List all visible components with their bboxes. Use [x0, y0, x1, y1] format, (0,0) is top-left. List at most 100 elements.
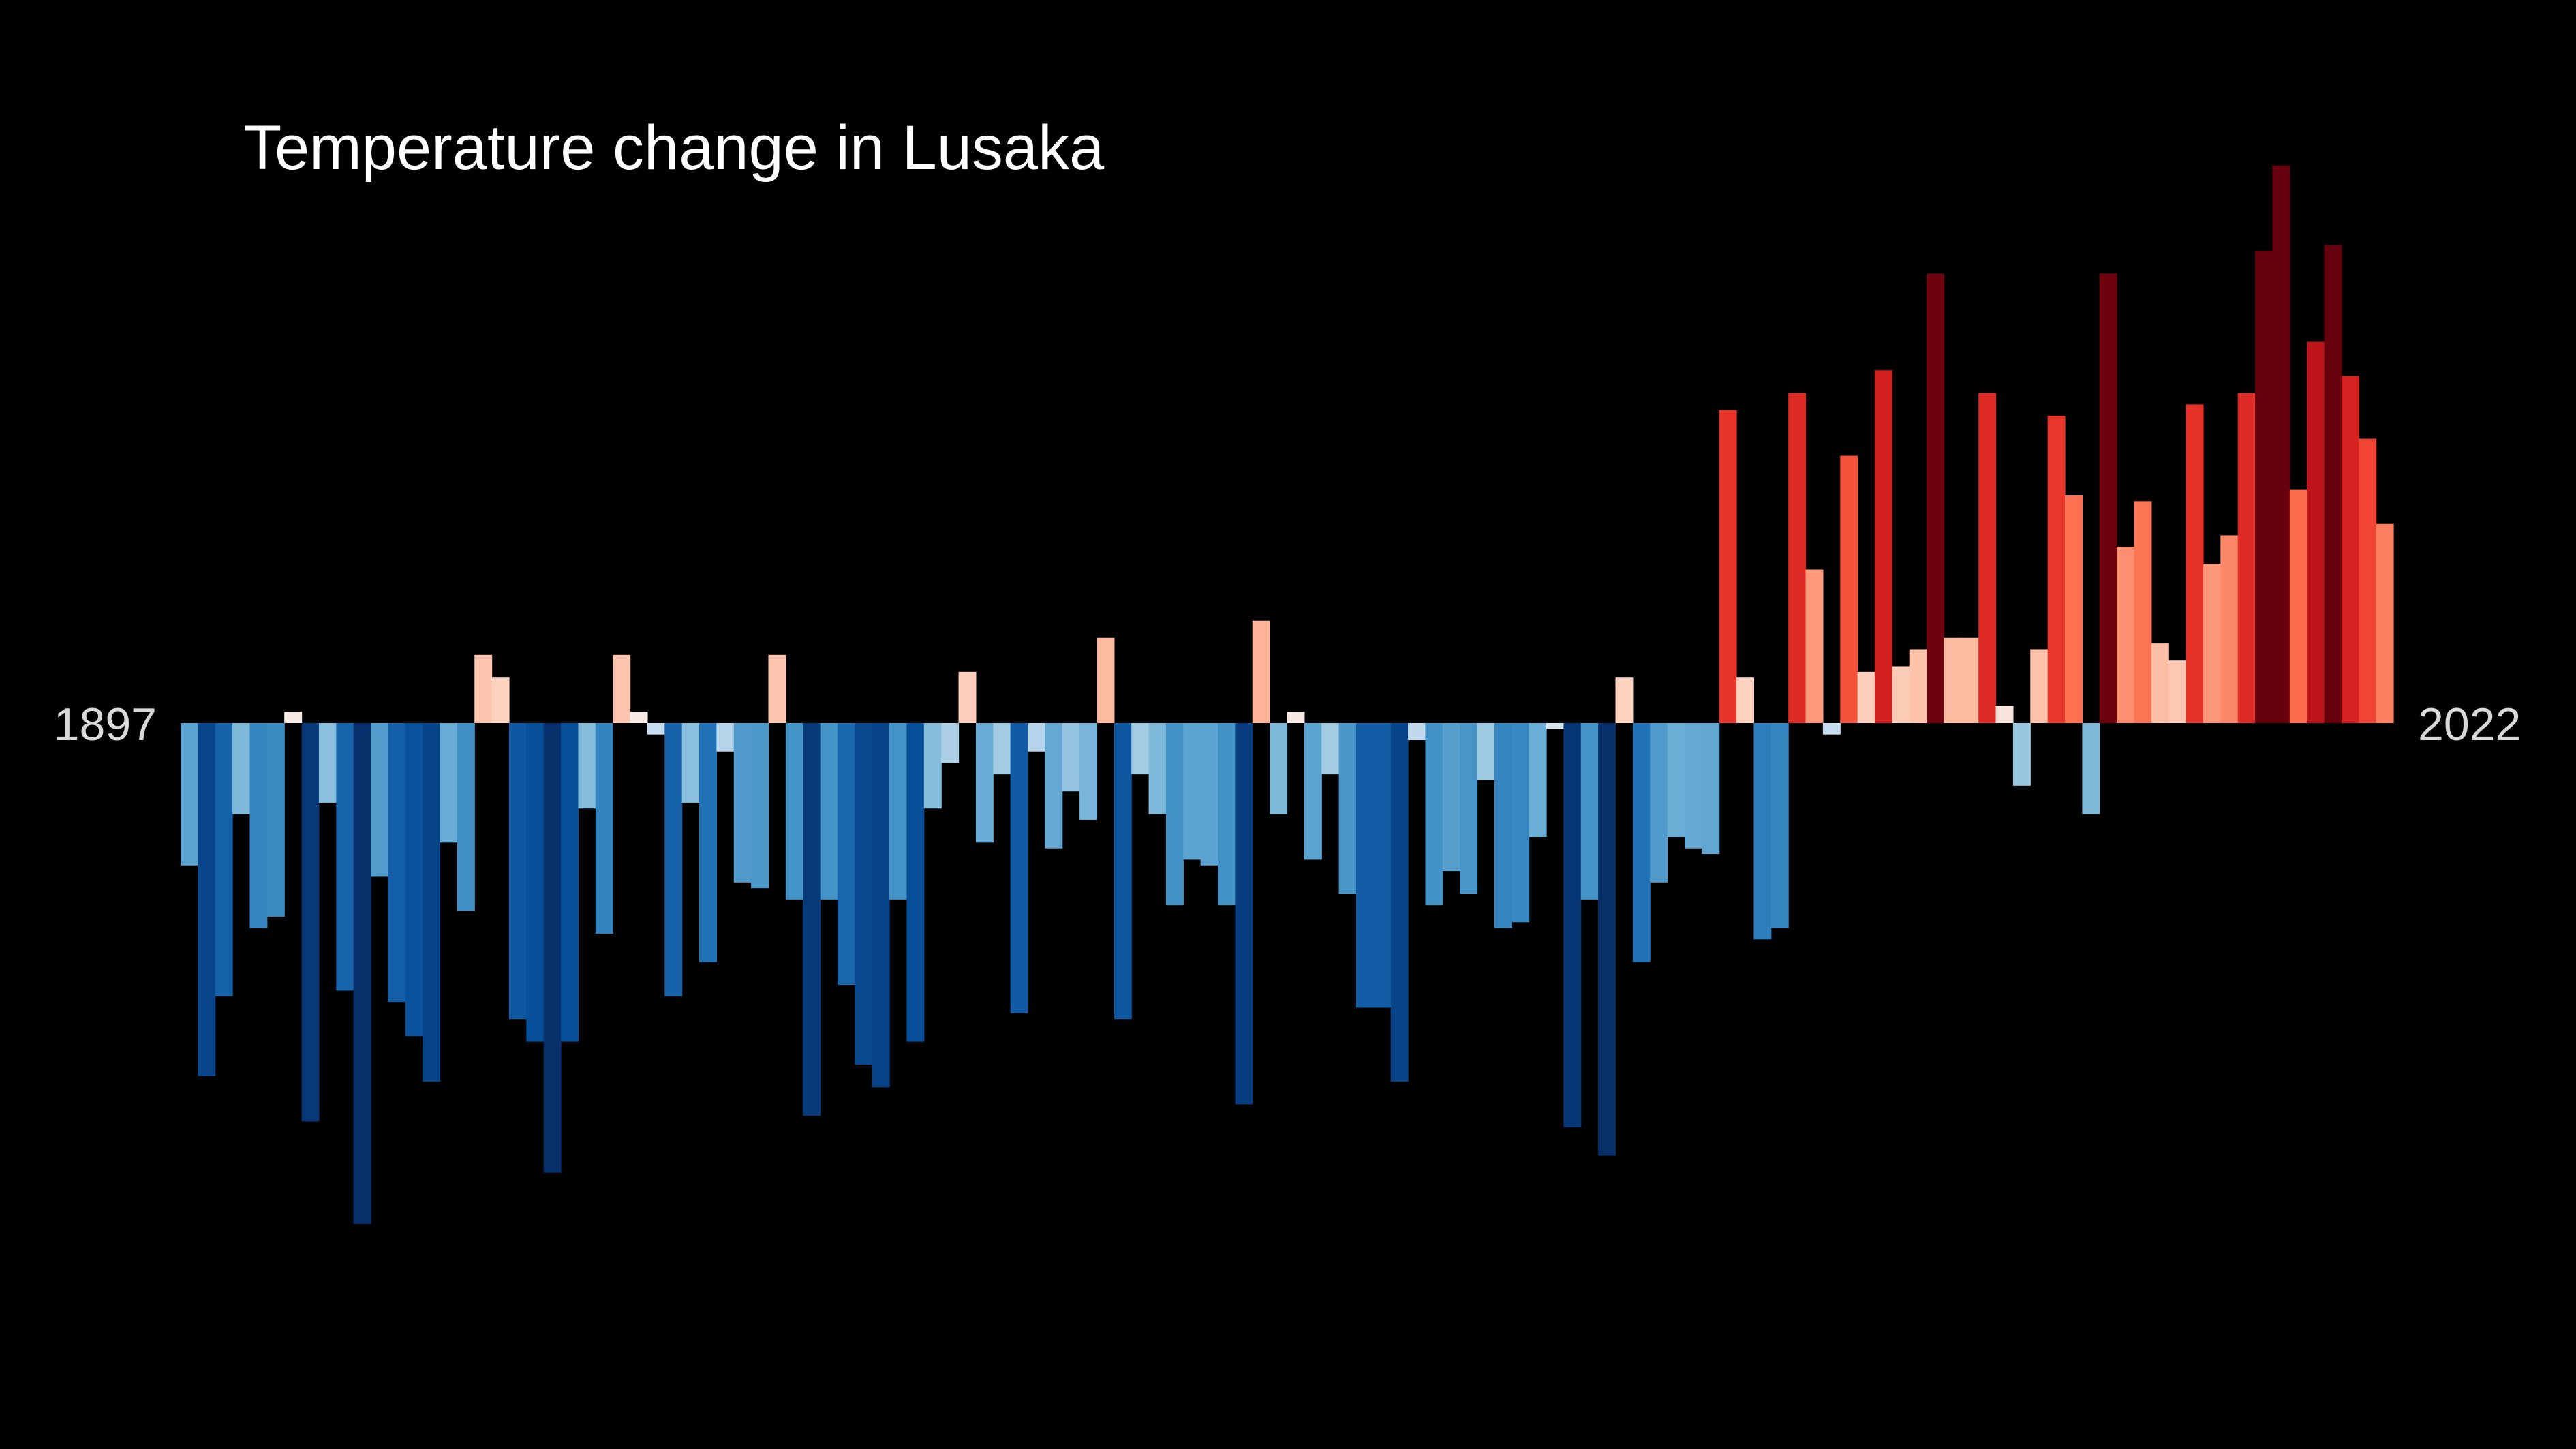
bar-1932	[785, 723, 803, 900]
bar-1975	[1529, 723, 1547, 837]
bar-1938	[889, 723, 908, 900]
bar-1963	[1321, 723, 1340, 775]
bar-1933	[803, 723, 821, 1116]
bar-1931	[768, 654, 786, 723]
bar-1900	[232, 723, 251, 814]
bar-1899	[215, 723, 233, 996]
bar-1910	[405, 723, 423, 1037]
bar-1906	[336, 723, 354, 991]
bar-2006	[2065, 495, 2083, 723]
bar-1962	[1304, 723, 1322, 860]
bar-1982	[1650, 723, 1668, 883]
bar-1996	[1892, 666, 1910, 723]
bar-1948	[1062, 723, 1080, 792]
bar-1977	[1563, 723, 1582, 1127]
bar-1966	[1373, 723, 1392, 1008]
bar-1990	[1788, 393, 1807, 723]
bar-1981	[1632, 723, 1651, 962]
bar-1964	[1338, 723, 1357, 894]
bar-2016	[2237, 393, 2256, 723]
bar-1945	[1010, 723, 1028, 1013]
bar-2023	[2359, 438, 2377, 723]
bar-1980	[1615, 677, 1634, 723]
bar-1951	[1114, 723, 1132, 1020]
bar-1965	[1355, 723, 1374, 1008]
bar-1925	[664, 723, 683, 996]
bar-2005	[2047, 416, 2066, 723]
bar-1952	[1131, 723, 1150, 775]
bar-2019	[2289, 489, 2307, 723]
bar-1903	[284, 712, 303, 723]
bar-1909	[388, 723, 406, 1003]
bar-1912	[440, 723, 458, 843]
bar-1968	[1408, 723, 1426, 741]
bar-1969	[1425, 723, 1443, 906]
bar-1935	[837, 723, 855, 986]
bar-1921	[595, 723, 613, 934]
bar-1987	[1736, 677, 1755, 723]
bar-1908	[371, 723, 389, 877]
bar-1997	[1909, 649, 1927, 723]
bar-1922	[613, 654, 631, 723]
bar-1985	[1702, 723, 1720, 855]
bar-2012	[2168, 660, 2187, 723]
bar-2015	[2220, 535, 2239, 723]
bar-2014	[2203, 564, 2221, 723]
bar-1988	[1753, 723, 1772, 940]
bar-1972	[1477, 723, 1495, 780]
bar-2021	[2324, 245, 2342, 724]
bar-1960	[1270, 723, 1288, 814]
bar-1942	[958, 671, 977, 723]
bar-1898	[198, 723, 216, 1076]
bar-1957	[1218, 723, 1236, 906]
bar-1918	[543, 723, 562, 1173]
bar-1911	[423, 723, 441, 1082]
bar-1986	[1719, 410, 1737, 723]
bar-1924	[647, 723, 665, 735]
bar-1904	[301, 723, 320, 1122]
bar-1953	[1148, 723, 1167, 814]
bar-1930	[751, 723, 769, 889]
bar-1936	[855, 723, 873, 1065]
bar-1905	[318, 723, 337, 803]
bar-1926	[681, 723, 700, 803]
bar-1939	[906, 723, 925, 1042]
bar-1956	[1200, 723, 1218, 866]
bar-1937	[872, 723, 890, 1088]
chart-title: Temperature change in Lusaka	[243, 113, 1105, 183]
bar-1917	[526, 723, 545, 1042]
bar-2011	[2151, 643, 2169, 723]
bar-1915	[491, 677, 510, 723]
end-year-label: 2022	[2418, 699, 2521, 750]
bar-1958	[1235, 723, 1253, 1105]
bar-2002	[1995, 705, 2014, 723]
bar-1920	[578, 723, 596, 809]
bar-1928	[716, 723, 735, 752]
bar-1992	[1822, 723, 1841, 735]
bar-2003	[2012, 723, 2031, 786]
bar-2008	[2099, 273, 2117, 724]
bar-1914	[474, 654, 493, 723]
bar-1944	[993, 723, 1011, 775]
bar-1943	[975, 723, 994, 843]
bar-1983	[1667, 723, 1685, 837]
bar-1955	[1183, 723, 1201, 860]
bar-1949	[1079, 723, 1098, 820]
start-year-label: 1897	[54, 699, 157, 750]
bar-1941	[941, 723, 960, 763]
bar-1947	[1045, 723, 1063, 849]
bar-1959	[1252, 620, 1270, 723]
bar-1907	[353, 723, 371, 1224]
bar-1927	[699, 723, 717, 962]
bar-1978	[1580, 723, 1599, 900]
bar-2004	[2030, 649, 2049, 723]
bar-1954	[1165, 723, 1184, 906]
bar-1923	[630, 712, 648, 723]
bar-1984	[1684, 723, 1702, 849]
bar-2024	[2376, 523, 2394, 723]
bar-2000	[1961, 637, 1979, 723]
bar-1916	[508, 723, 527, 1020]
bar-1946	[1027, 723, 1045, 752]
bar-2022	[2341, 376, 2359, 723]
